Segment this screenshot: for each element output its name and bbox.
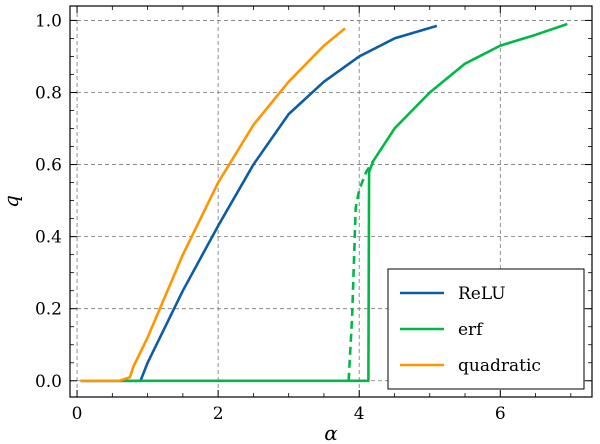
- quadratic-line: [80, 27, 346, 383]
- y-tick-label: 0.8: [35, 83, 62, 103]
- legend-label-relu: ReLU: [458, 284, 506, 304]
- erf-line: [80, 22, 568, 383]
- plot-frame: [69, 5, 593, 398]
- legend-label-quadratic: quadratic: [458, 356, 541, 376]
- x-axis-label: α: [324, 421, 338, 444]
- x-tick-label: 2: [213, 404, 224, 424]
- series-lines: [80, 22, 568, 383]
- erf-alt-dashed-line: [347, 160, 375, 381]
- legend: ReLU erf quadratic: [387, 268, 585, 390]
- legend-label-erf: erf: [458, 320, 484, 340]
- y-tick-label: 0.0: [35, 372, 62, 392]
- relu-line: [80, 24, 438, 383]
- x-tick-label: 6: [495, 404, 506, 424]
- y-tick-label: 0.2: [35, 300, 62, 320]
- x-tick-label: 0: [72, 404, 83, 424]
- axis-ticks: 0 2 4 6 0.0 0.2 0.4 0.6 0.8 1.0: [35, 6, 592, 424]
- y-axis-label: q: [0, 195, 23, 208]
- x-tick-label: 4: [354, 404, 365, 424]
- y-tick-label: 0.6: [35, 156, 62, 176]
- y-tick-label: 0.4: [35, 228, 62, 248]
- y-tick-label: 1.0: [35, 11, 62, 31]
